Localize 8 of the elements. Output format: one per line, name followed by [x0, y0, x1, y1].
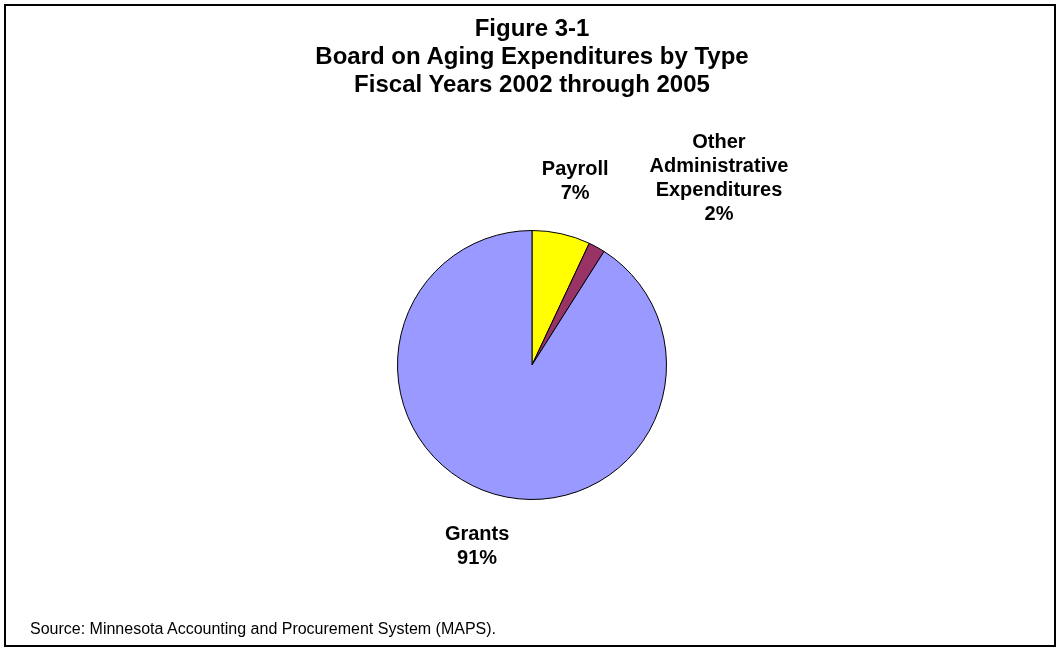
slice-label: Payroll — [541, 156, 609, 179]
slice-label: Other Administrative Expenditures — [649, 130, 789, 201]
chart-title: Figure 3-1 Board on Aging Expenditures by Type Fiscal Years 2002 through 2005 — [314, 14, 750, 98]
data-label: 2% — [704, 202, 734, 225]
data-label: 91% — [457, 545, 498, 568]
data-label: 7% — [560, 180, 590, 203]
source-note: Source: Minnesota Accounting and Procurement System (MAPS). — [30, 620, 496, 638]
slice-label: Grants — [444, 521, 510, 544]
